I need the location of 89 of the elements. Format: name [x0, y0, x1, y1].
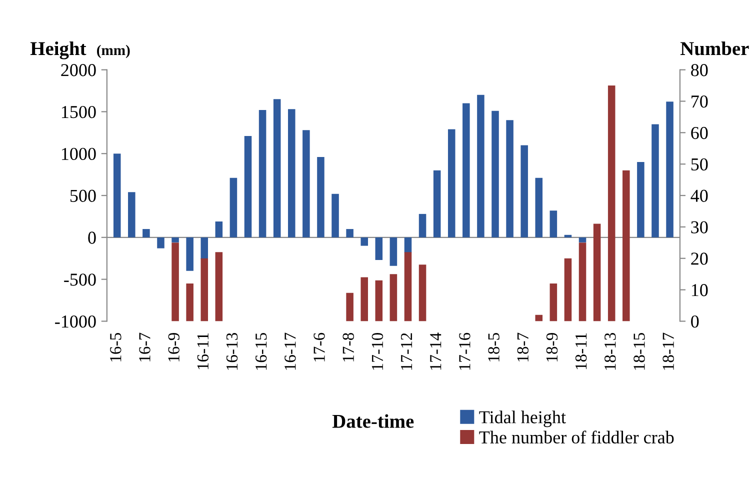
bar [433, 170, 441, 238]
bar [652, 124, 659, 238]
bar [113, 154, 121, 238]
bar [462, 103, 470, 238]
bar [273, 99, 281, 238]
bar [564, 234, 572, 238]
bar [230, 178, 238, 238]
bar [390, 274, 398, 322]
bar [302, 130, 310, 238]
y2-tick-label: 40 [690, 190, 708, 202]
bar [172, 237, 179, 242]
x-tick-label: 16-9 [168, 333, 180, 362]
bar [506, 120, 514, 238]
bar [448, 129, 456, 238]
bar [622, 170, 630, 322]
y2-axis-title: Number [680, 41, 749, 56]
y2-tick-label: 0 [691, 315, 699, 328]
bar [360, 277, 368, 322]
x-tick-label: 17-12 [400, 333, 412, 370]
x-tick-label: 16-7 [139, 332, 150, 362]
y2-tick-label: 20 [691, 252, 708, 265]
bar [157, 237, 164, 248]
x-tick-label: 18-7 [517, 332, 529, 362]
bar [332, 194, 339, 238]
x-tick-label: 18-5 [488, 332, 500, 362]
bar [128, 192, 136, 238]
bar [608, 86, 616, 322]
bar [142, 229, 150, 238]
bar [390, 237, 398, 266]
x-tick-label: 16-5 [110, 332, 122, 362]
bar [418, 264, 426, 322]
x-tick-label: 17-14 [430, 332, 442, 370]
y2-tick-label: 30 [691, 221, 708, 234]
bar [578, 237, 586, 242]
bar [535, 178, 543, 238]
x-tick-label: 18-11 [575, 333, 587, 370]
bar [215, 221, 223, 238]
bar [258, 110, 266, 238]
bar [317, 156, 324, 238]
bar [404, 237, 412, 252]
x-tick-label: 17-10 [372, 332, 384, 370]
bar [564, 258, 572, 322]
bar [186, 284, 194, 322]
bar [288, 109, 296, 238]
bar [346, 229, 354, 238]
bar [520, 145, 528, 238]
bar [593, 224, 601, 322]
y2-tick-label: 10 [692, 284, 708, 296]
x-tick-label: 17-8 [342, 332, 354, 362]
y-axis-title: Height (mm) [30, 41, 130, 60]
bar [492, 110, 499, 238]
x-axis-title: Date-time [332, 414, 414, 428]
x-tick-label: 16-11 [197, 333, 209, 370]
bar [550, 210, 558, 238]
x-tick-label: 16-15 [256, 332, 267, 370]
y-tick-label: 2000 [61, 64, 96, 76]
bar [186, 237, 194, 271]
bar [477, 94, 484, 238]
bar [346, 292, 354, 322]
x-tick-label: 17-16 [459, 332, 470, 370]
bar [375, 280, 383, 322]
x-tick-label: 18-17 [662, 332, 674, 370]
legend-label: Tidal height [479, 410, 566, 428]
y-tick-label: 500 [70, 190, 96, 202]
x-tick-label: 18-13 [604, 332, 616, 370]
x-tick-label: 17-6 [314, 332, 325, 362]
y2-tick-label: 50 [691, 158, 708, 171]
bar [215, 252, 223, 322]
y-tick-label: 1000 [62, 148, 96, 160]
y-tick-label: -1000 [55, 315, 96, 328]
x-tick-label: 18-9 [546, 333, 558, 362]
bar [637, 162, 644, 238]
bar [666, 102, 674, 238]
y-tick-label: 0 [88, 232, 96, 244]
y-tick-label: -500 [64, 274, 96, 286]
legend-label: The number of fiddler crab [479, 430, 674, 444]
y2-tick-label: 60 [691, 126, 708, 140]
bar [535, 314, 543, 322]
x-tick-label: 16-13 [226, 332, 238, 370]
bar [360, 237, 368, 246]
y-tick-label: 1500 [62, 106, 96, 118]
bar [418, 214, 426, 238]
y2-tick-label: 70 [692, 95, 708, 108]
x-tick-label: 16-17 [284, 332, 296, 370]
y2-tick-label: 80 [691, 64, 708, 76]
x-tick-label: 18-15 [634, 332, 645, 370]
bar [244, 136, 252, 238]
bar [550, 284, 558, 322]
bar [375, 237, 383, 260]
